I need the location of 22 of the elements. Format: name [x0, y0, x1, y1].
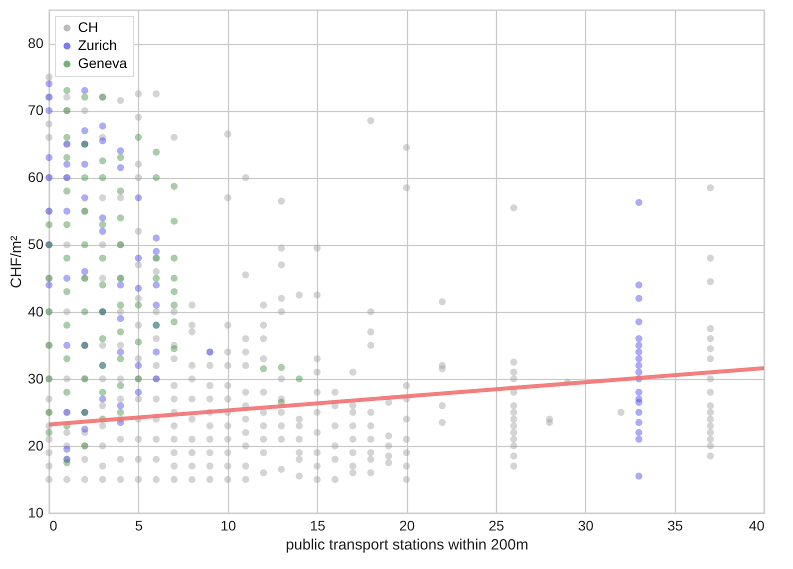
x-tick-label: 5	[134, 518, 143, 534]
legend-label: Geneva	[78, 55, 128, 71]
x-axis-title: public transport stations within 200m	[286, 536, 528, 554]
legend-label: Zurich	[78, 37, 117, 53]
y-tick-label: 80	[28, 35, 44, 52]
y-tick-label: 20	[28, 437, 44, 454]
y-tick-label: 30	[28, 370, 44, 386]
x-tick-label: 20	[399, 518, 415, 534]
x-tick-label: 0	[50, 518, 58, 534]
x-tick-label: 15	[310, 518, 326, 534]
x-tick-label: 35	[667, 518, 684, 534]
y-tick-label: 60	[28, 169, 44, 186]
x-tick-label: 10	[220, 518, 236, 534]
x-tick-label: 40	[748, 518, 765, 534]
y-tick-label: 40	[28, 303, 44, 320]
y-tick-label: 10	[28, 504, 44, 520]
legend-label: CH	[78, 19, 98, 35]
y-tick-label: 50	[28, 236, 44, 252]
x-tick-label: 25	[488, 518, 504, 534]
x-tick-label: 30	[578, 518, 594, 534]
y-axis-title: CHF/m²	[8, 236, 25, 288]
y-tick-label: 70	[28, 102, 44, 118]
